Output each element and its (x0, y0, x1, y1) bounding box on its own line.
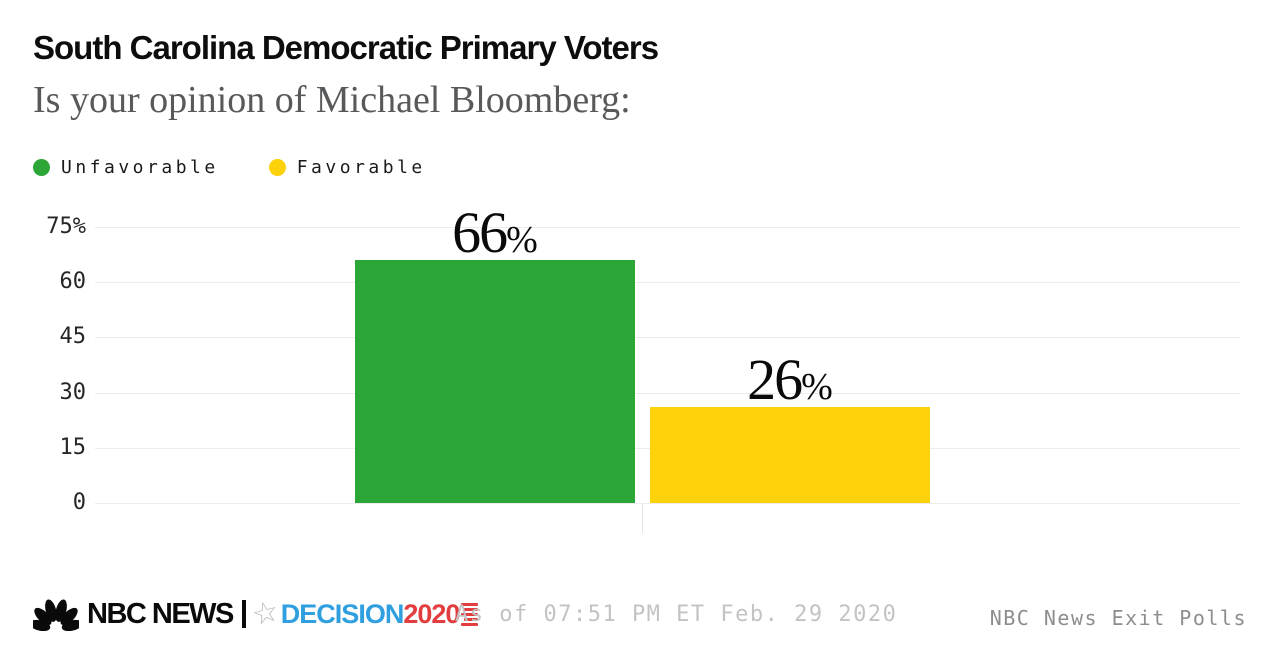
nbc-peacock-icon (33, 598, 79, 631)
timestamp-text: As of 07:51 PM ET Feb. 29 2020 (455, 602, 898, 627)
y-axis: 75% 60 45 30 15 0 (0, 214, 87, 515)
y-tick-label: 75% (46, 214, 86, 239)
decision-year: 2020 (403, 598, 460, 629)
page-title: South Carolina Democratic Primary Voters (33, 29, 659, 66)
nbc-news-wordmark: NBC NEWS (87, 597, 234, 630)
grid-line (95, 392, 1240, 394)
legend-item-unfavorable: Unfavorable (33, 157, 219, 178)
plot-area: 66% 26% (95, 204, 1240, 533)
decision-wordmark: DECISION (280, 598, 405, 629)
chart-legend: Unfavorable Favorable (33, 157, 426, 178)
y-tick-label: 30 (59, 379, 87, 405)
legend-item-favorable: Favorable (268, 157, 426, 178)
footer-logo-bar: NBC NEWS ☆ DECISION 2020 (33, 594, 479, 634)
y-tick-label: 60 (59, 269, 87, 295)
legend-label: Favorable (296, 157, 426, 178)
y-tick-label: 45 (59, 324, 87, 350)
y-tick-label: 15 (59, 434, 87, 460)
grid-line (95, 227, 1240, 228)
value-label-unfavorable: 66% (452, 200, 538, 266)
source-text: NBC News Exit Polls (989, 606, 1247, 630)
x-axis-divider (642, 503, 643, 533)
grid-line (95, 337, 1240, 339)
grid-line (95, 282, 1240, 284)
unfavorable-dot-icon (33, 159, 50, 176)
chart-subtitle: Is your opinion of Michael Bloomberg: (33, 79, 631, 121)
bar-unfavorable (355, 260, 635, 503)
separator-bar (241, 600, 246, 628)
grid-line (95, 503, 1240, 504)
star-icon: ☆ (248, 594, 283, 633)
y-tick-label: 0 (72, 490, 86, 515)
flag-stripes-icon (461, 602, 479, 626)
favorable-dot-icon (268, 159, 286, 176)
value-label-favorable: 26% (747, 347, 833, 413)
legend-label: Unfavorable (61, 157, 219, 178)
bar-favorable (650, 407, 930, 503)
